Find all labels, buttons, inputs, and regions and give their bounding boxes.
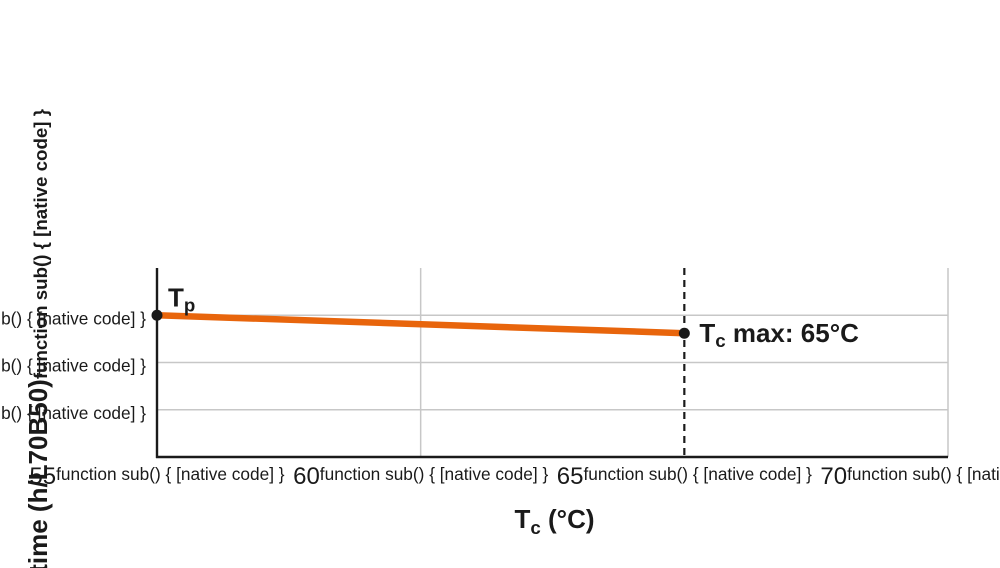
x-tick-label-65: 65function sub() { [native code] } — [557, 463, 812, 490]
y-tick-label-30000: 30 000function sub() { [native code] } — [0, 303, 146, 330]
point-label-tp: Tp — [168, 282, 195, 315]
point-label-tc-max: Tc max: 65°C — [699, 318, 859, 351]
series-line-lifetime-vs-case-temperature — [156, 312, 685, 337]
y-tick-label-20000: 20 000function sub() { [native code] } — [0, 351, 146, 378]
data-point-marker — [678, 327, 690, 339]
y-axis-title: Lifetime (h/L70B50)function sub() { [nat… — [23, 109, 53, 568]
x-tick-label-60: 60function sub() { [native code] } — [293, 463, 548, 490]
y-tick-label-10000: 10 000function sub() { [native code] } — [0, 398, 146, 425]
x-tick-label-70: 70function sub() { [native code] } — [820, 463, 1000, 490]
x-tick-label-55: 55function sub() { [native code] } — [29, 463, 284, 490]
x-axis-title: Tc (°C) — [515, 504, 595, 538]
data-point-marker — [151, 309, 163, 321]
